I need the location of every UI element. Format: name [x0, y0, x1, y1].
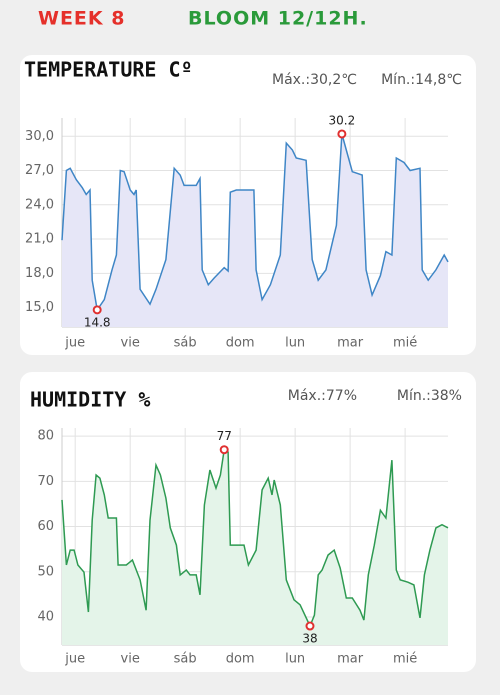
extreme-marker	[337, 129, 347, 139]
x-tick-label: mar	[337, 652, 364, 667]
x-tick-label: lun	[285, 652, 305, 667]
y-tick-label: 50	[37, 564, 54, 579]
y-tick-label: 18,0	[25, 266, 54, 281]
x-tick-label: jue	[64, 652, 85, 667]
area-fill	[62, 449, 448, 645]
x-tick-label: mié	[393, 336, 417, 351]
extreme-label: 38	[302, 632, 317, 646]
x-tick-label: vie	[121, 652, 140, 667]
x-tick-label: dom	[226, 652, 255, 667]
extreme-label: 77	[217, 429, 232, 443]
extreme-marker	[305, 621, 315, 631]
x-tick-label: sáb	[174, 336, 197, 351]
chart-title: HUMIDITY %	[30, 388, 150, 412]
data-line	[61, 448, 449, 628]
y-tick-label: 80	[37, 429, 54, 444]
y-tick-label: 30,0	[25, 129, 54, 144]
x-tick-label: dom	[226, 336, 255, 351]
extreme-label: 14.8	[84, 315, 111, 329]
min-stat: Mín.:14,8℃	[381, 72, 462, 88]
min-stat: Mín.:38%	[397, 388, 462, 404]
x-tick-label: jue	[64, 336, 85, 351]
week-label: WEEK 8	[38, 8, 125, 30]
x-tick-label: lun	[285, 336, 305, 351]
x-tick-label: vie	[121, 336, 140, 351]
x-tick-label: mar	[337, 336, 364, 351]
chart-title: TEMPERATURE Cº	[24, 58, 193, 82]
x-tick-label: mié	[393, 652, 417, 667]
y-tick-label: 21,0	[25, 232, 54, 247]
y-tick-label: 60	[37, 519, 54, 534]
y-tick-label: 15,0	[25, 300, 54, 315]
y-tick-label: 40	[37, 609, 54, 624]
extreme-marker	[92, 305, 102, 315]
stage-label: BLOOM 12/12H.	[188, 8, 368, 30]
max-stat: Máx.:30,2℃	[272, 72, 357, 88]
max-stat: Máx.:77%	[288, 388, 357, 404]
y-tick-label: 24,0	[25, 197, 54, 212]
y-tick-label: 27,0	[25, 163, 54, 178]
x-tick-label: sáb	[174, 652, 197, 667]
extreme-label: 30.2	[329, 113, 356, 127]
y-tick-label: 70	[37, 474, 54, 489]
extreme-marker	[219, 445, 229, 455]
data-line	[61, 133, 449, 312]
